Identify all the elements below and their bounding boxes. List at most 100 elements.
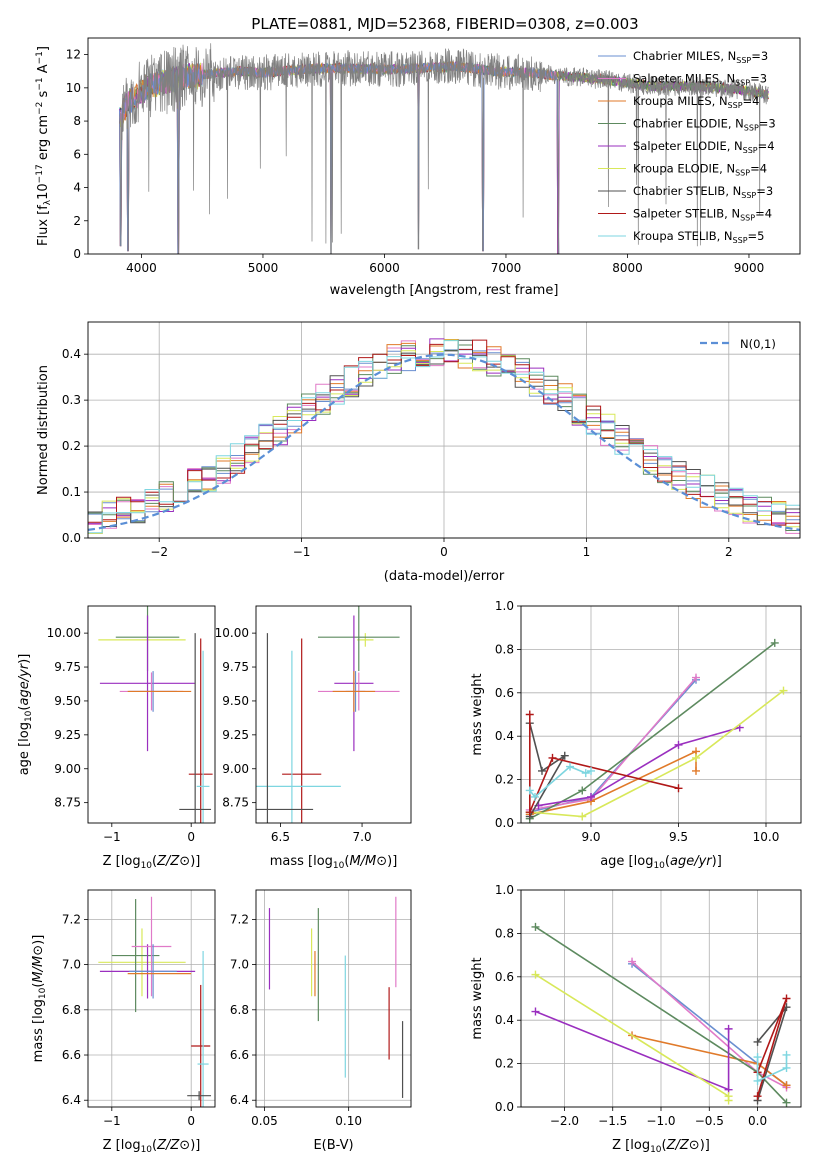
plot-area <box>256 606 400 823</box>
label-part: ( <box>662 1138 667 1153</box>
legend-text-part: SSP <box>740 214 755 223</box>
y-axis-label: Normed distribution <box>36 365 51 495</box>
legend: N(0,1) <box>700 337 776 351</box>
label-part: 10 <box>38 987 48 999</box>
y-tick-label: 9.25 <box>222 728 249 742</box>
label-part: age [ <box>17 742 32 775</box>
y-tick-label: 8.75 <box>54 796 81 810</box>
y-tick-label: 8 <box>73 114 81 128</box>
panel-weight_vs_Z: −2.0 −1.5 −1.0 −0.5 0.0 0.0 0.2 0.4 0.6 0.8 1.0 Z [… <box>470 883 802 1155</box>
panel-weight_vs_age: 9.0 9.5 10.0 0.0 0.2 0.4 0.6 0.8 1.0 age [log10(a… <box>470 599 802 871</box>
legend-label-chabrier_stelib: Chabrier STELIB, NSSP=3 <box>633 184 773 200</box>
label-part: λ <box>43 199 53 205</box>
legend-text-part: SSP <box>733 236 748 245</box>
legend-label-salpeter_elodie: Salpeter ELODIE, NSSP=4 <box>633 139 775 155</box>
label-part: Z/Z⊙ <box>666 1138 700 1153</box>
x-tick-label: 8000 <box>612 261 643 275</box>
label-part: )] <box>712 854 722 869</box>
legend-text-part: SSP <box>741 191 756 200</box>
label-part: )] <box>387 854 397 869</box>
x-axis-label: wavelength [Angstrom, rest frame] <box>330 283 559 298</box>
x-tick-label: 0 <box>187 830 195 844</box>
legend-text-part: Chabrier STELIB, N <box>633 184 741 198</box>
plot-area <box>98 606 213 823</box>
series-marker-kroupa_stelib <box>753 1076 762 1085</box>
series-marker-kroupa_stelib <box>531 792 539 801</box>
legend-text-part: =3 <box>751 49 768 63</box>
x-tick-label: 7.0 <box>353 830 372 844</box>
label-part: M/M⊙ <box>349 854 387 869</box>
y-tick-label: 0.8 <box>495 926 514 940</box>
y-axis-label: mass [log10(M/M⊙)] <box>31 935 48 1063</box>
x-tick-label: 9.5 <box>669 830 688 844</box>
y-tick-label: 7.2 <box>230 912 249 926</box>
label-part: −2 <box>35 102 45 115</box>
label-part: 10 <box>141 861 153 871</box>
series-marker-salpeter_miles <box>628 957 637 966</box>
y-tick-label: 0.4 <box>62 347 81 361</box>
figure-title: PLATE=0881, MJD=52368, FIBERID=0308, z=0… <box>251 15 638 33</box>
series-marker-kroupa_elodie <box>779 686 788 695</box>
axes-frame <box>87 605 216 824</box>
series-marker-salpeter_elodie <box>587 792 595 801</box>
series-marker-kroupa_stelib <box>587 766 595 775</box>
legend-text-part: Salpeter MILES, N <box>633 72 735 86</box>
y-tick-label: 0.4 <box>495 1013 514 1027</box>
label-part: 10 <box>653 861 665 871</box>
y-tick-label: 6.8 <box>230 1003 249 1017</box>
model-spectrum-chabrier_miles <box>119 61 560 254</box>
series-marker-kroupa_elodie <box>578 812 587 821</box>
legend-text-part: =3 <box>759 117 776 131</box>
label-part: Z [ <box>612 1138 630 1153</box>
y-tick-label: 6.4 <box>62 1093 81 1107</box>
x-tick-label: −1 <box>103 1114 121 1128</box>
y-tick-label: 6.6 <box>230 1048 249 1062</box>
x-tick-label: 9000 <box>734 261 765 275</box>
panel-age_vs_mass: 6.5 7.0 8.75 9.00 9.25 9.50 9.75 10.00 mass [log… <box>215 605 412 871</box>
series-marker-salpeter_stelib <box>525 710 534 719</box>
observed-spectrum <box>119 43 769 254</box>
grid <box>521 605 801 824</box>
y-tick-label: 7.2 <box>62 912 81 926</box>
legend-text-part: SSP <box>735 169 750 178</box>
plot-area <box>88 338 800 534</box>
legend-text-part: Chabrier ELODIE, N <box>633 117 744 131</box>
label-part: 10 <box>24 710 34 722</box>
axes-frame <box>520 605 802 824</box>
y-tick-label: 0.0 <box>495 816 514 830</box>
y-axis-label: Flux [fλ10−17 erg cm−2 s−1 A−1] <box>35 46 53 246</box>
y-tick-label: 0.4 <box>495 729 514 743</box>
label-part: )] <box>17 654 32 664</box>
series-marker-salpeter_stelib <box>525 808 534 817</box>
label-part: ] <box>36 46 51 51</box>
x-tick-label: 0.10 <box>335 1114 362 1128</box>
axes-frame <box>87 321 801 539</box>
legend-text-part: =4 <box>755 207 772 221</box>
legend-text-part: Kroupa MILES, N <box>633 94 728 108</box>
x-axis-label: E(B-V) <box>313 1138 353 1153</box>
legend-text-part: SSP <box>736 56 751 65</box>
legend-label-kroupa_miles: Kroupa MILES, NSSP=4 <box>633 94 759 110</box>
plot-area <box>531 922 791 1107</box>
y-tick-label: 0.0 <box>62 531 81 545</box>
series-marker-kroupa_stelib <box>566 762 574 771</box>
y-tick-label: 0.3 <box>62 393 81 407</box>
y-tick-label: 10 <box>66 81 81 95</box>
label-part: mass [ <box>270 854 313 869</box>
x-tick-label: 0.0 <box>748 1114 767 1128</box>
x-tick-label: 4000 <box>126 261 157 275</box>
legend-text-part: Salpeter ELODIE, N <box>633 139 743 153</box>
series-line-kroupa_elodie <box>529 689 784 818</box>
y-tick-label: 9.75 <box>222 660 249 674</box>
y-tick-label: 0.2 <box>495 773 514 787</box>
legend-text-part: =5 <box>748 229 765 243</box>
legend-label-salpeter_stelib: Salpeter STELIB, NSSP=4 <box>633 207 772 223</box>
x-axis-label: age [log10(age/yr)] <box>600 854 722 871</box>
label-part: 10 <box>141 1145 153 1155</box>
label-part: Z [ <box>103 854 121 869</box>
series-marker-kroupa_elodie <box>724 1096 733 1105</box>
y-tick-label: 7.0 <box>230 958 249 972</box>
x-tick-label: −2 <box>150 545 168 559</box>
series-marker-chabrier_stelib <box>538 766 546 775</box>
